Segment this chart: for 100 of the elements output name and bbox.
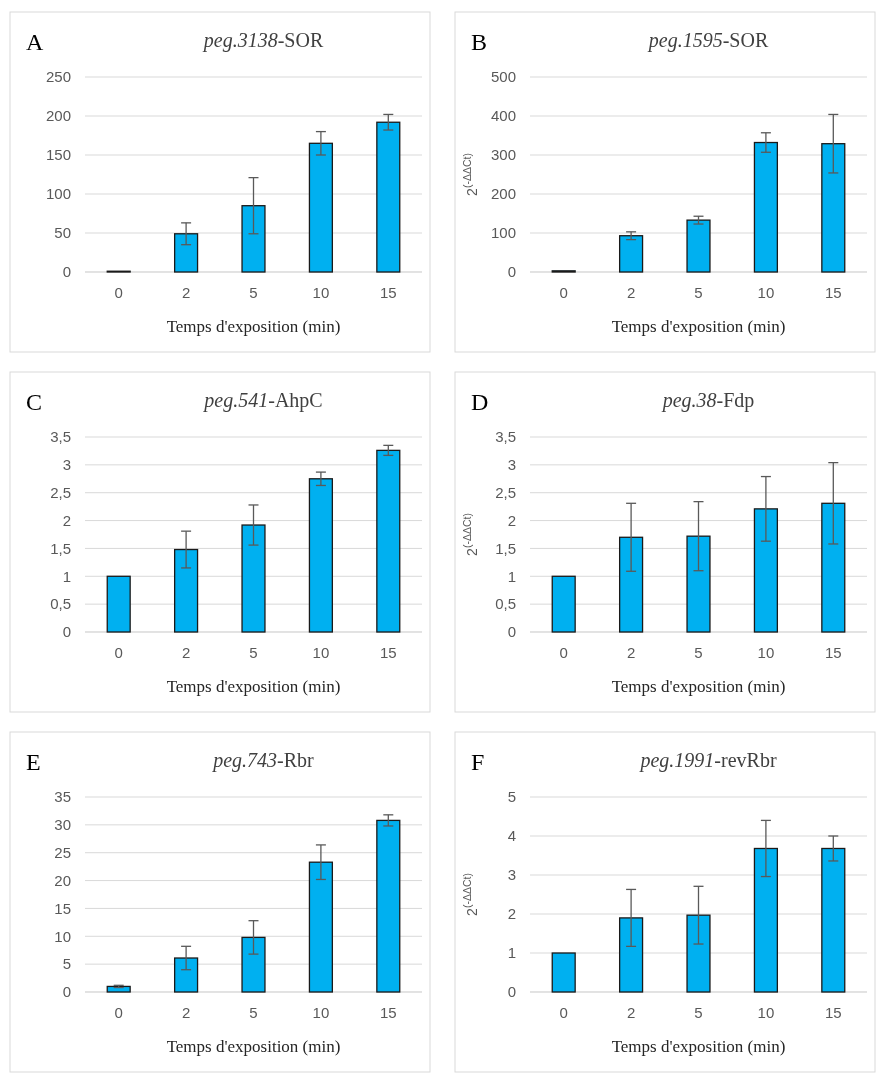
x-tick-label: 5: [694, 644, 703, 661]
y-tick-label: 1,5: [50, 539, 71, 557]
bar: [106, 575, 131, 633]
y-tick-label: 250: [45, 68, 71, 86]
chart-title: peg.3138-SOR: [201, 29, 324, 52]
x-tick-label: 5: [694, 1004, 703, 1021]
bar: [618, 235, 644, 273]
bar: [618, 917, 644, 993]
bar: [376, 449, 401, 633]
y-tick-label: 0: [62, 263, 71, 281]
y-tick-label: 150: [45, 146, 71, 164]
y-tick-label: 0,5: [495, 595, 516, 613]
x-axis-title: Temps d'exposition (min): [166, 1037, 341, 1056]
x-tick-label: 15: [824, 644, 842, 661]
y-tick-label: 200: [45, 107, 71, 125]
y-tick-label: 2: [62, 511, 71, 529]
x-tick-label: 10: [312, 644, 330, 661]
bar: [618, 536, 644, 633]
bar: [753, 508, 779, 633]
bar: [686, 219, 711, 273]
y-tick-label: 500: [490, 68, 516, 86]
y-tick-label: 2: [507, 511, 516, 529]
y-tick-label: 35: [54, 788, 71, 806]
x-tick-label: 10: [312, 284, 330, 301]
y-tick-label: 3: [507, 866, 516, 884]
x-axis-title: Temps d'exposition (min): [611, 1037, 786, 1056]
bar: [308, 478, 334, 633]
x-tick-label: 10: [312, 1004, 330, 1021]
y-tick-label: 3: [62, 456, 71, 474]
bar: [376, 121, 401, 273]
text: C: [26, 389, 43, 415]
y-tick-label: 5: [507, 788, 516, 806]
y-tick-label: 15: [54, 899, 71, 917]
y-tick-label: 1: [507, 944, 516, 962]
text: B: [471, 29, 488, 55]
bar: [173, 548, 199, 633]
x-tick-label: 0: [114, 1004, 123, 1021]
y-tick-label: 300: [490, 146, 516, 164]
bar: [173, 233, 199, 273]
x-tick-label: 2: [181, 1004, 191, 1021]
y-tick-label: 25: [54, 843, 71, 861]
y-tick-label: 30: [54, 816, 71, 834]
x-tick-label: 15: [379, 644, 397, 661]
y-tick-label: 3,5: [50, 428, 71, 446]
y-tick-label: 4: [507, 827, 516, 845]
x-tick-label: 15: [379, 1004, 397, 1021]
x-tick-label: 15: [824, 284, 842, 301]
y-tick-label: 0: [507, 263, 516, 281]
y-tick-label: 1,5: [495, 539, 516, 557]
x-tick-label: 15: [824, 1004, 842, 1021]
chart-title: peg.1991-revRbr: [638, 749, 777, 772]
y-tick-label: 2,5: [495, 483, 516, 501]
x-tick-label: 2: [626, 1004, 636, 1021]
text: F: [471, 749, 485, 775]
bar: [241, 936, 266, 993]
y-tick-label: 400: [490, 107, 516, 125]
chart-title: peg.743-Rbr: [211, 749, 315, 772]
chart-title: peg.38-Fdp: [660, 389, 755, 412]
y-tick-label: 2: [507, 905, 516, 923]
x-tick-label: 15: [379, 284, 397, 301]
bar: [821, 143, 846, 273]
y-tick-label: 20: [54, 871, 71, 889]
bar: [753, 141, 779, 273]
x-tick-label: 10: [757, 284, 775, 301]
x-tick-label: 0: [559, 644, 568, 661]
x-tick-label: 2: [181, 284, 191, 301]
x-tick-label: 0: [559, 1004, 568, 1021]
text: E: [26, 749, 41, 775]
x-tick-label: 0: [114, 284, 123, 301]
y-tick-label: 5: [62, 955, 71, 973]
y-tick-label: 0: [62, 623, 71, 641]
y-tick-label: 0,5: [50, 595, 71, 613]
y-tick-label: 100: [45, 185, 71, 203]
bar: [308, 861, 334, 993]
bar: [308, 142, 334, 273]
x-tick-label: 5: [249, 284, 258, 301]
y-tick-label: 100: [490, 224, 516, 242]
y-tick-label: 0: [507, 623, 516, 641]
y-tick-label: 10: [54, 927, 71, 945]
y-tick-label: 0: [507, 983, 516, 1001]
chart-title: peg.541-AhpC: [202, 389, 323, 412]
x-tick-label: 0: [559, 284, 568, 301]
x-tick-label: 2: [626, 284, 636, 301]
y-tick-label: 0: [62, 983, 71, 1001]
text: D: [471, 389, 489, 415]
bar: [821, 847, 846, 993]
y-tick-label: 1: [507, 567, 516, 585]
bar: [686, 914, 711, 993]
bar: [241, 524, 266, 633]
y-tick-label: 3,5: [495, 428, 516, 446]
x-axis-title: Temps d'exposition (min): [166, 677, 341, 696]
y-tick-label: 2,5: [50, 483, 71, 501]
bar: [173, 957, 199, 993]
x-tick-label: 10: [757, 644, 775, 661]
bar: [753, 847, 779, 993]
bar: [686, 535, 711, 633]
x-tick-label: 2: [626, 644, 636, 661]
x-axis-title: Temps d'exposition (min): [166, 317, 341, 336]
y-tick-label: 50: [54, 224, 71, 242]
bar: [241, 205, 266, 273]
